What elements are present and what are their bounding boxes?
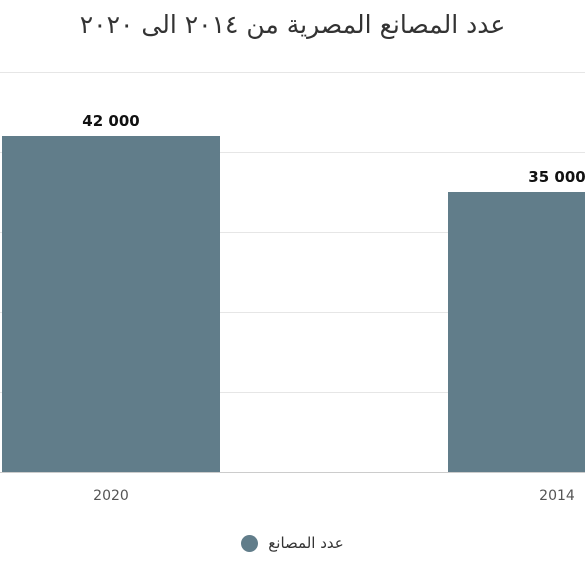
x-tick-label-2020: 2020 <box>93 488 129 504</box>
data-label-2014: 35 000 <box>528 168 585 186</box>
chart-title: عدد المصانع المصرية من ٢٠١٤ الى ٢٠٢٠ <box>79 10 506 39</box>
legend[interactable]: عدد المصانع <box>0 534 585 552</box>
data-label-2020: 42 000 <box>82 112 139 130</box>
x-tick-label-2014: 2014 <box>539 488 575 504</box>
bar-2014[interactable] <box>448 192 585 472</box>
legend-label-factories: عدد المصانع <box>268 534 344 552</box>
legend-marker-icon <box>241 534 259 552</box>
bar-2020[interactable] <box>2 136 220 472</box>
